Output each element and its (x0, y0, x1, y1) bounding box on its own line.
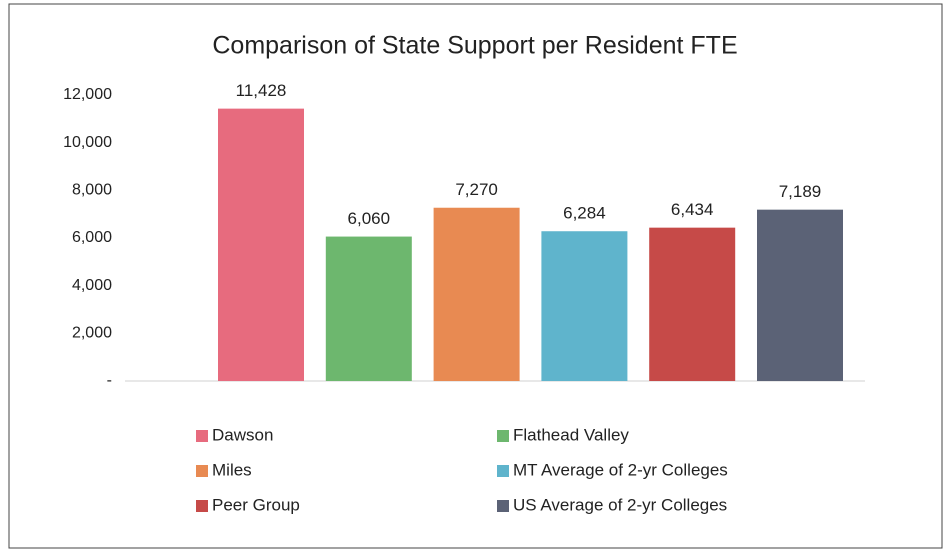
y-tick-label: 12,000 (63, 86, 112, 103)
legend-swatch (196, 500, 208, 512)
bar (325, 236, 412, 381)
bar (757, 209, 843, 381)
y-tick-label: 6,000 (72, 229, 112, 246)
legend-swatch (196, 465, 208, 477)
chart-title: Comparison of State Support per Resident… (212, 32, 737, 60)
legend-swatch (497, 430, 509, 442)
data-label: 6,284 (563, 204, 606, 223)
data-label: 7,270 (455, 180, 498, 199)
legend-label: US Average of 2-yr Colleges (513, 495, 727, 514)
bar (433, 207, 520, 381)
y-tick-label: - (107, 372, 112, 389)
data-label: 11,428 (236, 81, 287, 100)
bar (649, 227, 736, 381)
legend-swatch (497, 500, 509, 512)
y-tick-label: 4,000 (72, 277, 112, 294)
bar (218, 108, 304, 382)
y-tick-label: 10,000 (63, 134, 112, 151)
y-tick-label: 2,000 (72, 325, 112, 342)
legend-label: Dawson (212, 425, 273, 444)
data-label: 7,189 (779, 182, 822, 201)
bar (541, 231, 628, 381)
legend-swatch (497, 465, 509, 477)
legend-label: MT Average of 2-yr Colleges (513, 460, 728, 479)
y-tick-label: 8,000 (72, 182, 112, 199)
legend-label: Miles (212, 460, 252, 479)
data-label: 6,434 (671, 200, 714, 219)
data-label: 6,060 (348, 209, 391, 228)
legend-label: Peer Group (212, 495, 300, 514)
legend-label: Flathead Valley (513, 425, 629, 444)
legend-swatch (196, 430, 208, 442)
